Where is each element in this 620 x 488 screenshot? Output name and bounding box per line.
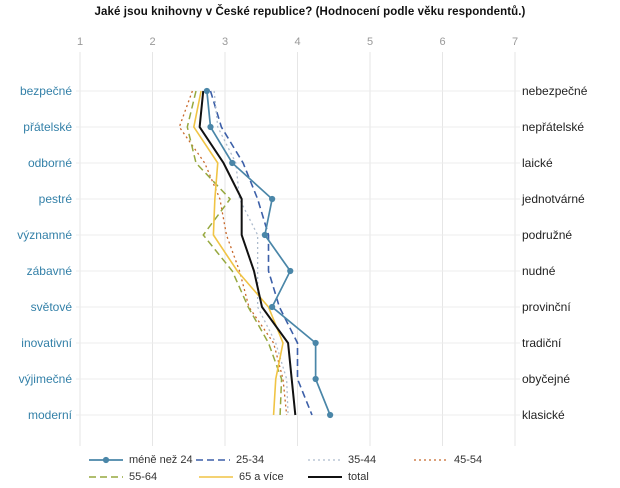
legend-item: 55-64 — [88, 469, 157, 485]
x-axis-tick: 6 — [439, 36, 446, 48]
x-axis-tick: 7 — [511, 36, 519, 48]
legend-item: 35-44 — [307, 452, 376, 468]
left-category-label: bezpečné — [19, 84, 72, 98]
right-category-label: provinční — [522, 300, 571, 314]
legend-label: méně než 24 — [129, 454, 193, 466]
legend-swatch-line-icon — [413, 454, 449, 466]
left-category-label: pestré — [38, 192, 72, 206]
legend-swatch-line-icon — [198, 471, 234, 483]
x-axis-tick: 3 — [221, 36, 229, 48]
right-category-label: nepřátelské — [522, 120, 585, 134]
left-category-label: inovativní — [21, 336, 72, 350]
right-category-label: nebezpečné — [522, 84, 588, 98]
legend-swatch-line-icon — [195, 454, 231, 466]
right-category-label: podružné — [522, 228, 573, 242]
legend-swatch-line-icon — [88, 471, 124, 483]
left-category-label: výjimečné — [18, 372, 72, 386]
legend-swatch-line-icon — [307, 454, 343, 466]
legend-label: total — [348, 471, 369, 483]
right-category-label: nudné — [522, 264, 556, 278]
legend-item: total — [307, 469, 369, 485]
left-category-label: světové — [30, 300, 72, 314]
left-category-label: významné — [17, 228, 72, 242]
right-category-label: obyčejné — [522, 372, 571, 386]
legend-item: 25-34 — [195, 452, 264, 468]
x-axis-tick: 4 — [294, 36, 301, 48]
right-category-label: tradiční — [522, 336, 562, 350]
legend-item: 65 a více — [198, 469, 284, 485]
left-category-label: odborné — [27, 156, 72, 170]
left-category-label: moderní — [27, 408, 72, 422]
legend-swatch-line-icon — [88, 454, 124, 466]
legend-label: 55-64 — [129, 471, 158, 483]
x-axis-tick: 5 — [366, 36, 374, 48]
x-axis-tick: 2 — [149, 36, 156, 48]
legend-item: méně než 24 — [88, 452, 193, 468]
x-axis-tick: 1 — [76, 36, 84, 48]
right-category-label: klasické — [522, 408, 565, 422]
legend-label: 25-34 — [236, 454, 265, 466]
legend-label: 35-44 — [348, 454, 377, 466]
right-category-label: jednotvárné — [522, 192, 585, 206]
left-category-label: přátelské — [23, 120, 72, 134]
legend-label: 45-54 — [454, 454, 483, 466]
chart-title: Jaké jsou knihovny v České republice? (H… — [94, 6, 526, 18]
left-category-label: zábavné — [26, 264, 72, 278]
right-category-label: laické — [522, 156, 553, 170]
legend-item: 45-54 — [413, 452, 482, 468]
legend-swatch-line-icon — [307, 471, 343, 483]
legend-label: 65 a více — [239, 471, 284, 483]
